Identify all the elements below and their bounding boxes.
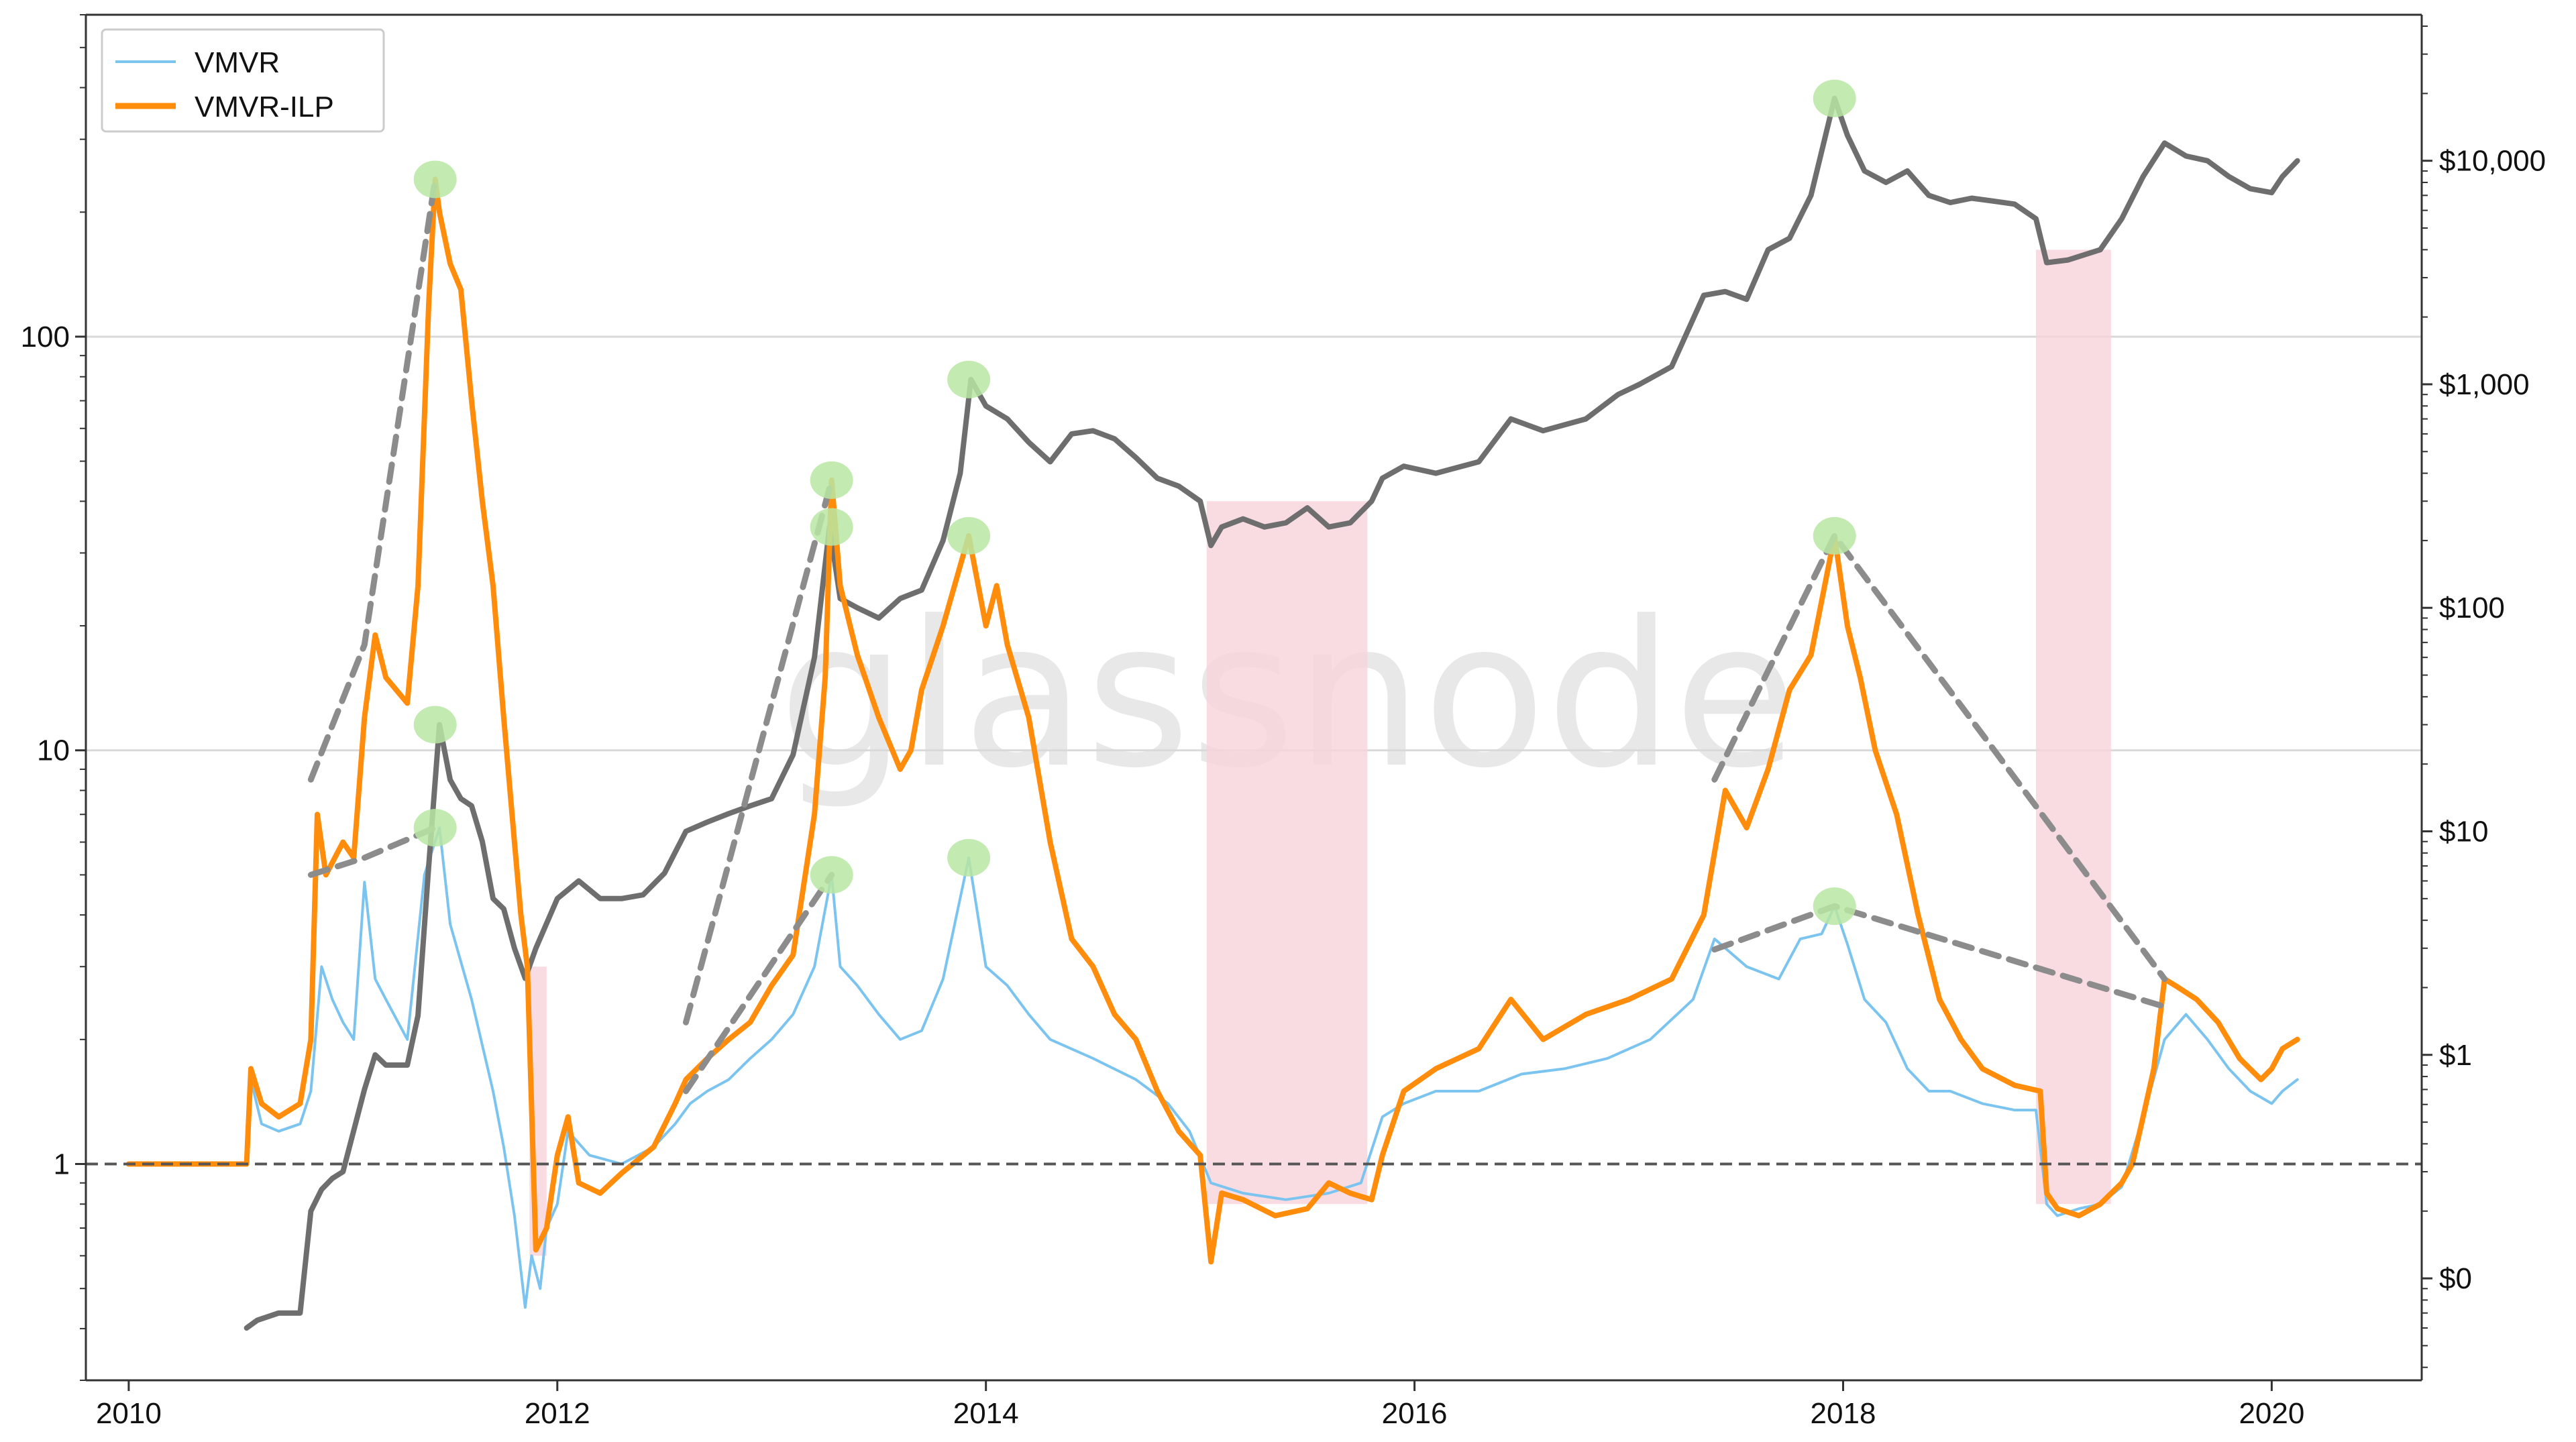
legend-label: VMVR [195, 46, 280, 79]
peak-marker [810, 461, 853, 499]
peak-marker [413, 809, 457, 847]
series-line-vmvr-ilp [125, 176, 2300, 1265]
right-tick-label: $0 [2439, 1262, 2472, 1295]
right-tick-label: $10,000 [2439, 145, 2546, 178]
right-tick-label: $1,000 [2439, 368, 2530, 401]
peak-marker [810, 508, 853, 546]
x-tick-label: 2014 [953, 1397, 1019, 1430]
x-tick-label: 2016 [1382, 1397, 1448, 1430]
peak-marker [413, 160, 457, 199]
x-axis: 2010 2012 2014 2016 2018 2020 [96, 1380, 2304, 1430]
left-tick-label: 10 [37, 734, 70, 767]
right-tick-label: $1 [2439, 1039, 2472, 1072]
trend-line [307, 824, 439, 878]
right-axis: $0 $1 $10 $100 $1,000 $10,000 [2422, 25, 2546, 1368]
peak-marker [413, 706, 457, 744]
trend-line [683, 871, 835, 1095]
shaded-range [2035, 249, 2111, 1205]
x-tick-label: 2020 [2239, 1397, 2304, 1430]
plot-frame [85, 13, 2423, 1382]
peak-marker [947, 516, 991, 555]
series-line-price-usd [244, 95, 2300, 1331]
peak-marker [1813, 79, 1856, 117]
trend-line [683, 477, 835, 1025]
left-axis: 1 10 100 [21, 14, 86, 1381]
left-tick-label: 100 [21, 321, 70, 353]
trend-line [307, 176, 439, 783]
peak-marker [947, 838, 991, 877]
x-tick-label: 2012 [525, 1397, 590, 1430]
legend: VMVR VMVR-ILP [101, 28, 385, 133]
legend-label: VMVR-ILP [195, 91, 334, 123]
shaded-ranges [529, 249, 2111, 1256]
right-tick-label: $10 [2439, 816, 2488, 848]
shaded-range [1206, 501, 1368, 1205]
peak-marker [1813, 887, 1856, 926]
peak-markers [413, 79, 1856, 926]
right-tick-label: $100 [2439, 592, 2505, 624]
x-tick-label: 2018 [1811, 1397, 1876, 1430]
peak-marker [1813, 516, 1856, 555]
left-tick-label: 1 [54, 1148, 70, 1181]
x-tick-label: 2010 [96, 1397, 162, 1430]
peak-marker [947, 360, 991, 398]
peak-marker [810, 856, 853, 894]
